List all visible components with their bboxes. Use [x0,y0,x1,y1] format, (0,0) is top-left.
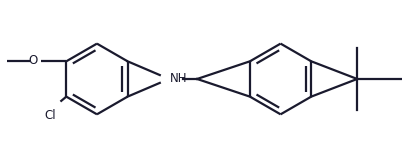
Text: Cl: Cl [45,109,56,122]
Text: O: O [28,54,38,67]
Text: NH: NH [169,73,187,85]
